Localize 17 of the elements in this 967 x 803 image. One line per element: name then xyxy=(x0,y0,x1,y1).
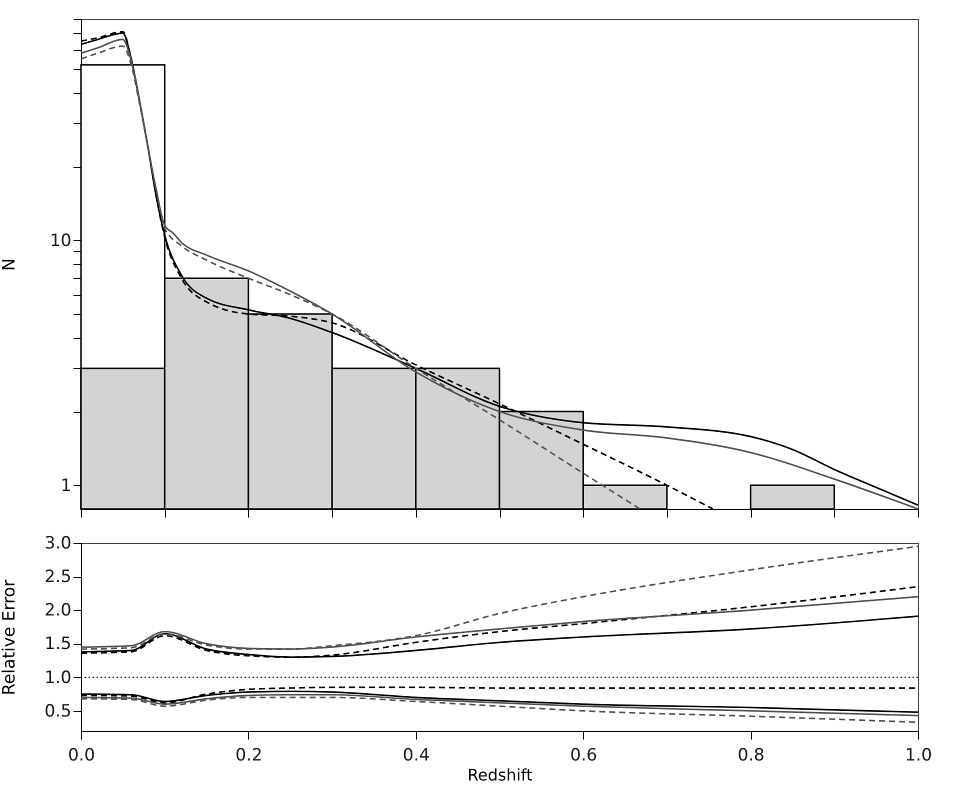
y-tick-label: 1.0 xyxy=(44,668,72,688)
x-tick-label: 1.0 xyxy=(904,746,932,766)
y-tick-label: 2.5 xyxy=(44,567,72,588)
x-tick-label: 0.8 xyxy=(738,746,765,766)
x-tick-label: 0.0 xyxy=(68,746,96,766)
y-tick-label: 0.5 xyxy=(44,701,72,722)
x-tick-label: 0.6 xyxy=(570,746,598,766)
y-tick-label: 2.0 xyxy=(44,600,72,621)
y-tick-label: 10 xyxy=(50,230,72,251)
x-tick-label: 0.2 xyxy=(235,746,262,766)
y-tick-label: 1.5 xyxy=(44,634,72,654)
y-axis-title: N xyxy=(0,258,20,271)
y-tick-label: 3.0 xyxy=(44,534,72,554)
x-axis-title: Redshift xyxy=(468,766,532,784)
y-axis-title: Relative Error xyxy=(0,580,20,696)
x-tick-label: 0.4 xyxy=(402,746,430,766)
y-tick-label: 1 xyxy=(60,476,72,496)
